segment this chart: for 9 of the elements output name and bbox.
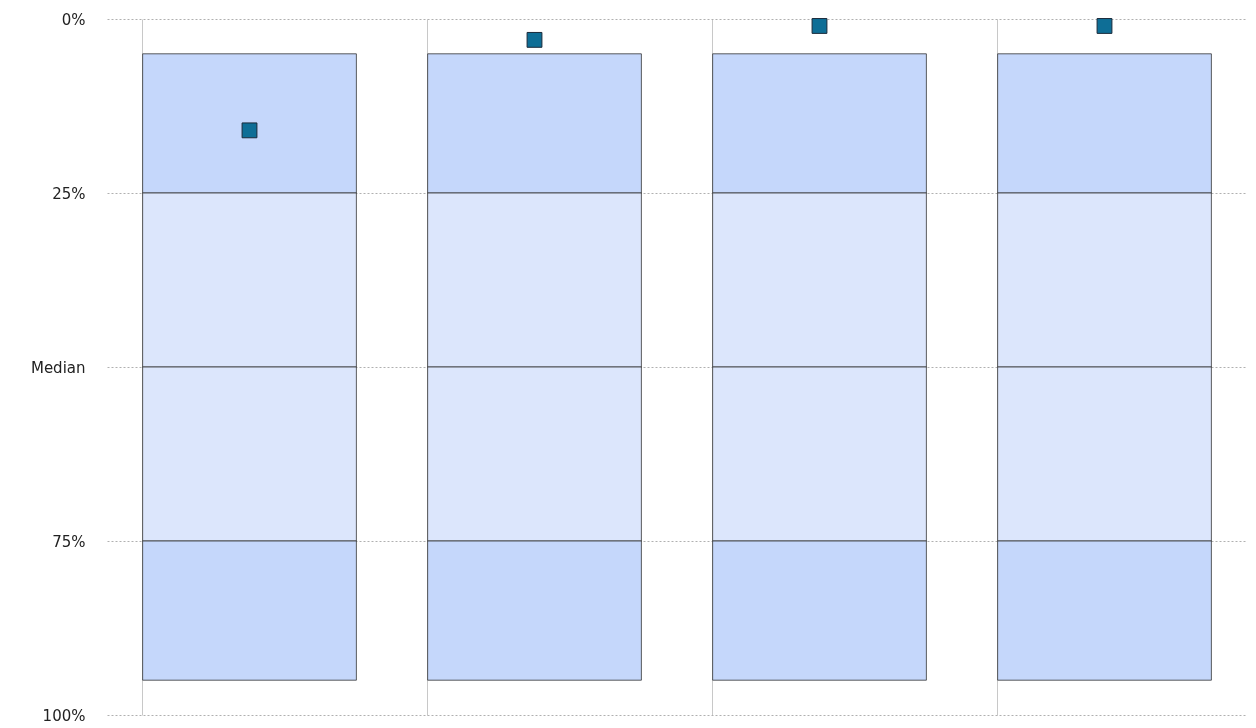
point: [526, 31, 543, 48]
y-tick-label: Median: [30, 358, 86, 377]
point: [1096, 18, 1113, 34]
y-tick-label: 100%: [42, 706, 86, 725]
point: [811, 18, 828, 34]
y-tick-label: 75%: [52, 532, 86, 551]
y-tick-label: 25%: [52, 184, 86, 203]
point: [241, 122, 258, 139]
y-tick-label: 0%: [61, 10, 86, 29]
